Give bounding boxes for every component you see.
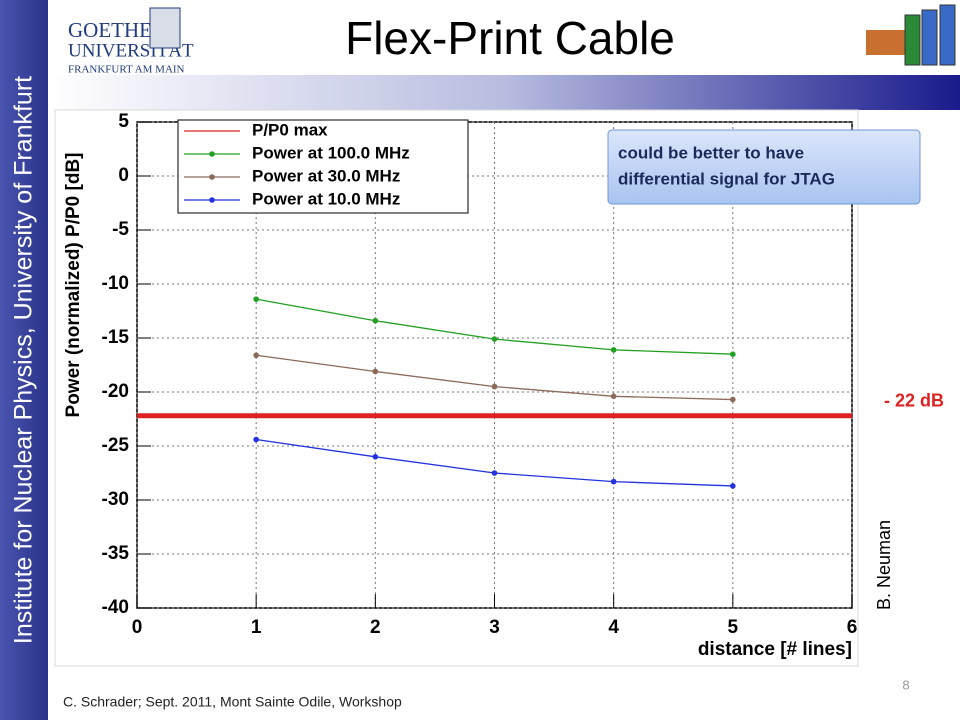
sidebar (0, 0, 48, 720)
slide-title: Flex-Print Cable (345, 12, 675, 64)
x-tick-label: 6 (847, 617, 858, 638)
callout-box (607, 129, 921, 205)
data-point (253, 352, 259, 359)
legend-label: Power at 30.0 MHz (252, 166, 400, 185)
logo-line: GOETHE (68, 18, 152, 42)
data-point (372, 317, 379, 324)
page-number: 8 (902, 677, 909, 692)
data-point (491, 336, 498, 342)
x-tick-label: 3 (489, 617, 500, 638)
y-axis-label: Power (normalized) P/P0 [dB] (63, 153, 84, 418)
legend-marker (209, 197, 215, 203)
legend-label: Power at 10.0 MHz (252, 189, 400, 208)
y-tick-label: -35 (102, 543, 130, 564)
data-point (730, 351, 736, 358)
annotation: - 22 dB (884, 391, 944, 411)
y-tick-label: -5 (112, 219, 129, 240)
footer: C. Schrader; Sept. 2011, Mont Sainte Odi… (63, 694, 402, 710)
x-tick-label: 1 (251, 617, 262, 638)
x-tick-label: 5 (728, 617, 739, 638)
callout-text: could be better to have (618, 143, 804, 162)
x-tick-label: 0 (132, 617, 143, 638)
y-tick-label: -40 (102, 597, 129, 618)
header-bar (48, 75, 960, 110)
legend-marker (209, 174, 215, 180)
y-tick-label: 0 (118, 165, 129, 186)
x-tick-label: 2 (370, 617, 381, 638)
data-point (491, 470, 498, 476)
data-point (730, 396, 736, 403)
x-axis-label: distance [# lines] (698, 639, 852, 660)
y-tick-label: -15 (102, 327, 130, 348)
y-tick-label: -30 (102, 489, 129, 510)
x-tick-label: 4 (608, 617, 619, 638)
y-tick-label: 5 (118, 111, 129, 132)
data-point (372, 454, 379, 460)
sidebar-text: Institute for Nuclear Physics, Universit… (10, 76, 38, 644)
callout-text: differential signal for JTAG (618, 169, 835, 188)
data-point (610, 393, 617, 400)
legend-marker (209, 151, 215, 157)
y-tick-label: -20 (102, 381, 129, 402)
logo-portrait (149, 7, 181, 49)
data-point (253, 436, 259, 443)
data-point (372, 368, 379, 375)
data-point (491, 383, 498, 390)
legend-label: P/P0 max (252, 120, 328, 139)
data-point (610, 478, 617, 485)
data-point (610, 347, 617, 353)
detector-icon (866, 4, 956, 66)
legend-box (177, 119, 469, 214)
data-point (253, 296, 259, 302)
data-point (730, 483, 736, 489)
y-tick-label: -25 (102, 435, 130, 456)
logo-line: FRANKFURT AM MAIN (68, 64, 185, 76)
credit: B. Neuman (874, 520, 894, 610)
y-tick-label: -10 (102, 273, 129, 294)
legend-label: Power at 100.0 MHz (252, 143, 410, 162)
